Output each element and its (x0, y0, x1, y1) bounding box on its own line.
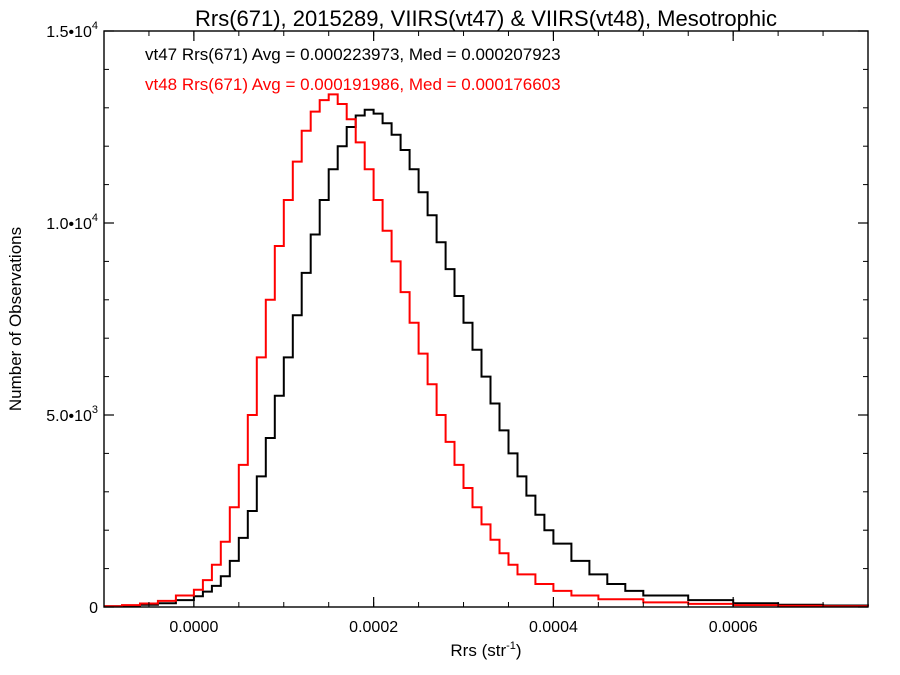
y-tick-label: 1.0•104 (46, 212, 98, 233)
chart-title: Rrs(671), 2015289, VIIRS(vt47) & VIIRS(v… (195, 6, 777, 31)
y-tick-label-main: 5.0•10 (46, 408, 92, 425)
x-axis-label-main: Rrs (str (450, 641, 506, 660)
x-tick-label: 0.0002 (349, 619, 398, 636)
x-axis-label: Rrs (str-1) (450, 640, 521, 660)
series-line-vt47 (104, 108, 869, 608)
x-tick-label: 0.0004 (529, 619, 578, 636)
legend-entry-vt48: vt48 Rrs(671) Avg = 0.000191986, Med = 0… (145, 75, 561, 94)
y-tick-label: 0 (89, 600, 98, 617)
x-axis-label-close: ) (516, 641, 522, 660)
x-axis: 0.0000 0.0002 0.0004 0.0006 (103, 31, 869, 636)
y-tick-label-main: 1.5•10 (46, 24, 92, 41)
y-tick-label-main: 0 (89, 600, 98, 617)
x-axis-label-superscript: -1 (506, 640, 516, 652)
plot-frame (103, 30, 869, 608)
y-tick-exponent: 4 (92, 212, 98, 224)
y-tick-label: 5.0•103 (46, 404, 98, 425)
y-tick-label-main: 1.0•10 (46, 216, 92, 233)
series-layer (104, 93, 869, 608)
legend-entry-vt47: vt47 Rrs(671) Avg = 0.000223973, Med = 0… (145, 45, 561, 64)
y-axis-label: Number of Observations (6, 227, 25, 411)
y-tick-exponent: 4 (92, 20, 98, 32)
x-tick-label: 0.0000 (169, 619, 218, 636)
y-tick-exponent: 3 (92, 404, 98, 416)
series-line-vt48 (104, 93, 869, 608)
y-tick-label: 1.5•104 (46, 20, 98, 41)
x-tick-label: 0.0006 (709, 619, 758, 636)
